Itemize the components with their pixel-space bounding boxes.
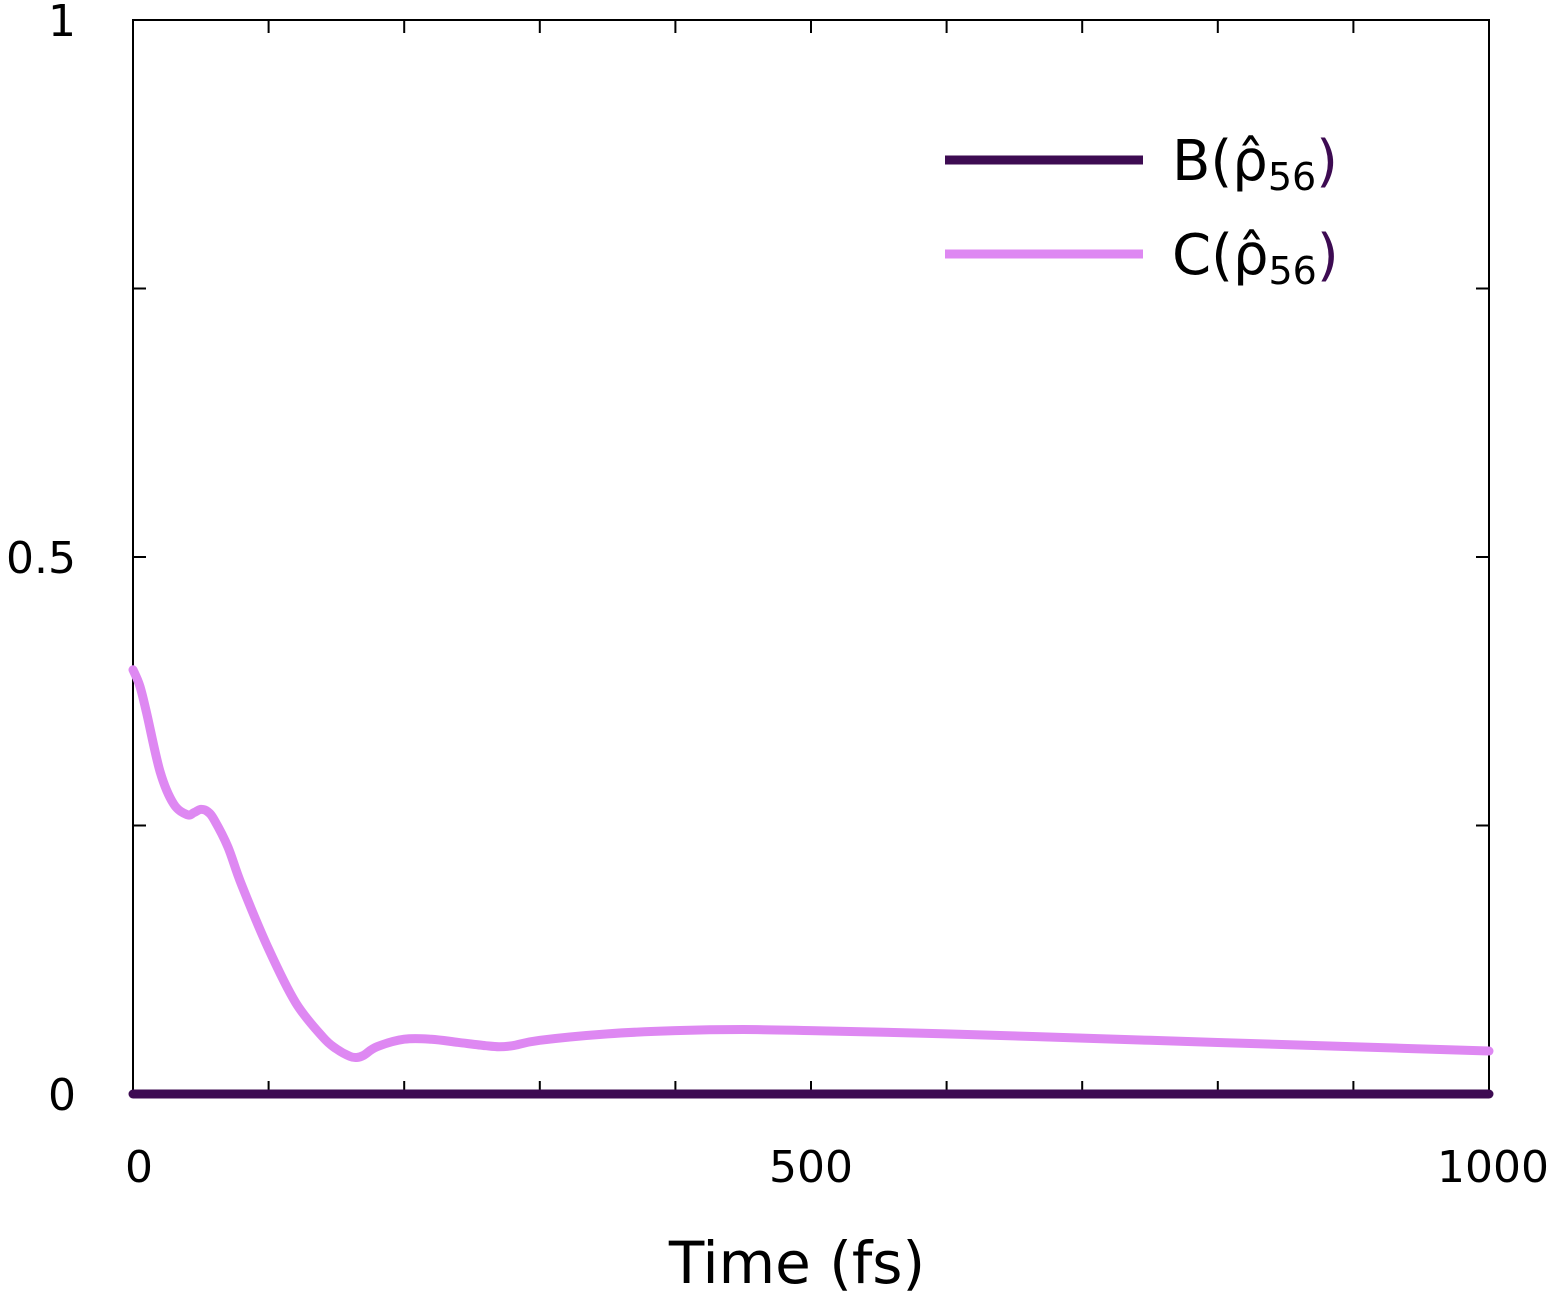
legend: B(ρ̂56) C(ρ̂56) xyxy=(945,129,1339,293)
y-tick-label: 0.5 xyxy=(6,533,76,584)
series-line-c xyxy=(128,665,1494,1063)
legend-label: B(ρ̂56) xyxy=(1172,129,1338,199)
y-tick-label: 0 xyxy=(48,1070,76,1121)
x-tick-label: 500 xyxy=(769,1142,853,1193)
x-axis-label: Time (fs) xyxy=(668,1229,925,1293)
x-tick-label: 0 xyxy=(125,1142,153,1193)
tick-labels: 0 500 1000 0 0.5 1 xyxy=(6,0,1549,1193)
x-tick-label: 1000 xyxy=(1437,1142,1549,1193)
y-tick-label: 1 xyxy=(48,0,76,47)
legend-label: C(ρ̂56) xyxy=(1172,223,1339,293)
series-lines xyxy=(128,665,1494,1099)
